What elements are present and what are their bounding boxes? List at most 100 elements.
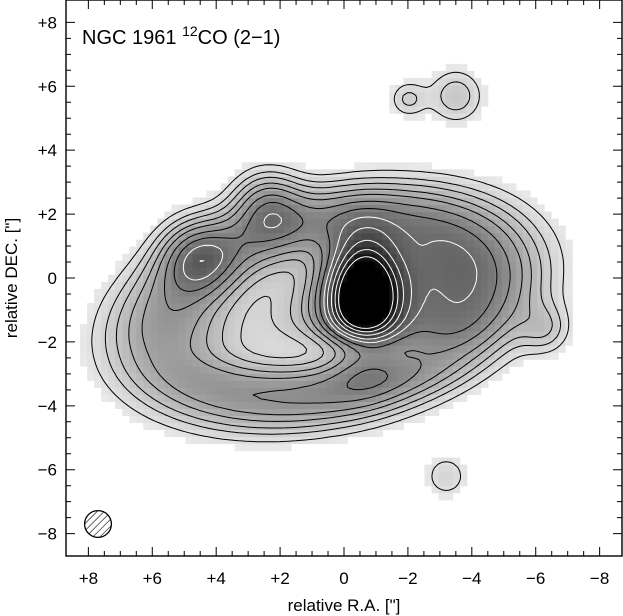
intensity-pixel — [312, 169, 320, 177]
intensity-pixel — [290, 302, 299, 311]
intensity-pixel — [487, 309, 496, 318]
intensity-pixel — [326, 232, 334, 241]
intensity-pixel — [115, 316, 123, 325]
intensity-pixel — [551, 281, 559, 290]
intensity-pixel — [276, 288, 285, 297]
intensity-pixel — [255, 415, 264, 424]
intensity-pixel — [565, 309, 573, 318]
intensity-pixel — [326, 316, 334, 325]
intensity-pixel — [403, 211, 412, 220]
intensity-pixel — [192, 239, 201, 248]
intensity-pixel — [459, 331, 468, 339]
intensity-pixel — [452, 394, 461, 402]
intensity-pixel — [354, 162, 362, 170]
intensity-pixel — [445, 176, 454, 185]
intensity-pixel — [551, 331, 559, 339]
intensity-pixel — [501, 274, 510, 283]
intensity-pixel — [283, 162, 292, 170]
intensity-pixel — [459, 176, 468, 185]
intensity-pixel — [494, 295, 503, 304]
intensity-pixel — [382, 288, 390, 297]
intensity-pixel — [424, 246, 433, 255]
intensity-pixel — [368, 302, 376, 311]
intensity-pixel — [143, 316, 151, 325]
intensity-pixel — [480, 380, 489, 388]
contour-level — [164, 194, 511, 404]
intensity-pixel — [136, 359, 144, 367]
intensity-pixel — [431, 253, 440, 262]
intensity-pixel — [143, 281, 151, 290]
intensity-pixel — [136, 394, 144, 402]
intensity-pixel — [438, 85, 447, 93]
intensity-pixel — [157, 352, 166, 360]
intensity-pixel — [340, 316, 348, 325]
intensity-pixel — [150, 401, 158, 409]
intensity-pixel — [150, 366, 158, 374]
intensity-pixel — [171, 408, 180, 416]
intensity-pixel — [227, 183, 236, 192]
intensity-pixel — [143, 380, 151, 388]
intensity-pixel — [340, 415, 348, 424]
intensity-pixel — [452, 281, 461, 290]
intensity-pixel — [262, 401, 271, 409]
intensity-pixel — [255, 338, 264, 346]
intensity-pixel — [396, 345, 405, 353]
intensity-pixel — [361, 309, 369, 318]
intensity-pixel — [290, 366, 299, 374]
intensity-pixel — [171, 422, 180, 431]
intensity-pixel — [178, 288, 187, 297]
intensity-pixel — [417, 274, 426, 283]
intensity-pixel — [312, 225, 320, 234]
intensity-pixel — [431, 302, 440, 311]
intensity-pixel — [276, 352, 285, 360]
intensity-pixel — [403, 162, 412, 170]
intensity-pixel — [459, 253, 468, 262]
intensity-pixel — [227, 232, 236, 241]
intensity-pixel — [508, 211, 517, 220]
intensity-pixel — [262, 366, 271, 374]
intensity-pixel — [403, 225, 412, 234]
intensity-pixel — [537, 225, 545, 234]
intensity-pixel — [171, 218, 180, 227]
intensity-pixel — [480, 366, 489, 374]
intensity-pixel — [459, 471, 468, 480]
x-tick-label: +4 — [207, 569, 226, 588]
intensity-pixel — [276, 176, 285, 185]
intensity-pixel — [227, 415, 236, 424]
intensity-pixel — [150, 380, 158, 388]
intensity-pixel — [354, 429, 362, 438]
intensity-pixel — [276, 331, 285, 339]
intensity-pixel — [522, 253, 531, 262]
intensity-pixel — [424, 211, 433, 220]
intensity-pixel — [220, 324, 229, 332]
intensity-pixel — [361, 267, 369, 276]
intensity-pixel — [269, 267, 278, 276]
intensity-pixel — [333, 380, 341, 388]
intensity-pixel — [241, 169, 250, 177]
intensity-pixel — [213, 345, 222, 353]
intensity-pixel — [459, 464, 468, 473]
intensity-pixel — [305, 345, 313, 353]
intensity-pixel — [262, 352, 271, 360]
intensity-pixel — [501, 309, 510, 318]
intensity-pixel — [347, 345, 355, 353]
intensity-pixel — [487, 232, 496, 241]
intensity-pixel — [473, 288, 482, 297]
intensity-pixel — [143, 345, 151, 353]
intensity-pixel — [431, 485, 440, 494]
intensity-pixel — [389, 232, 397, 241]
intensity-pixel — [297, 253, 306, 262]
intensity-pixel — [537, 253, 545, 262]
intensity-pixel — [368, 232, 376, 241]
intensity-pixel — [389, 225, 397, 234]
intensity-pixel — [347, 366, 355, 374]
intensity-pixel — [185, 288, 194, 297]
intensity-pixel — [466, 70, 475, 79]
intensity-pixel — [389, 176, 397, 185]
intensity-pixel — [508, 274, 517, 283]
intensity-pixel — [354, 366, 362, 374]
intensity-pixel — [297, 176, 306, 185]
intensity-pixel — [403, 267, 412, 276]
intensity-pixel — [473, 183, 482, 192]
intensity-pixel — [312, 281, 320, 290]
